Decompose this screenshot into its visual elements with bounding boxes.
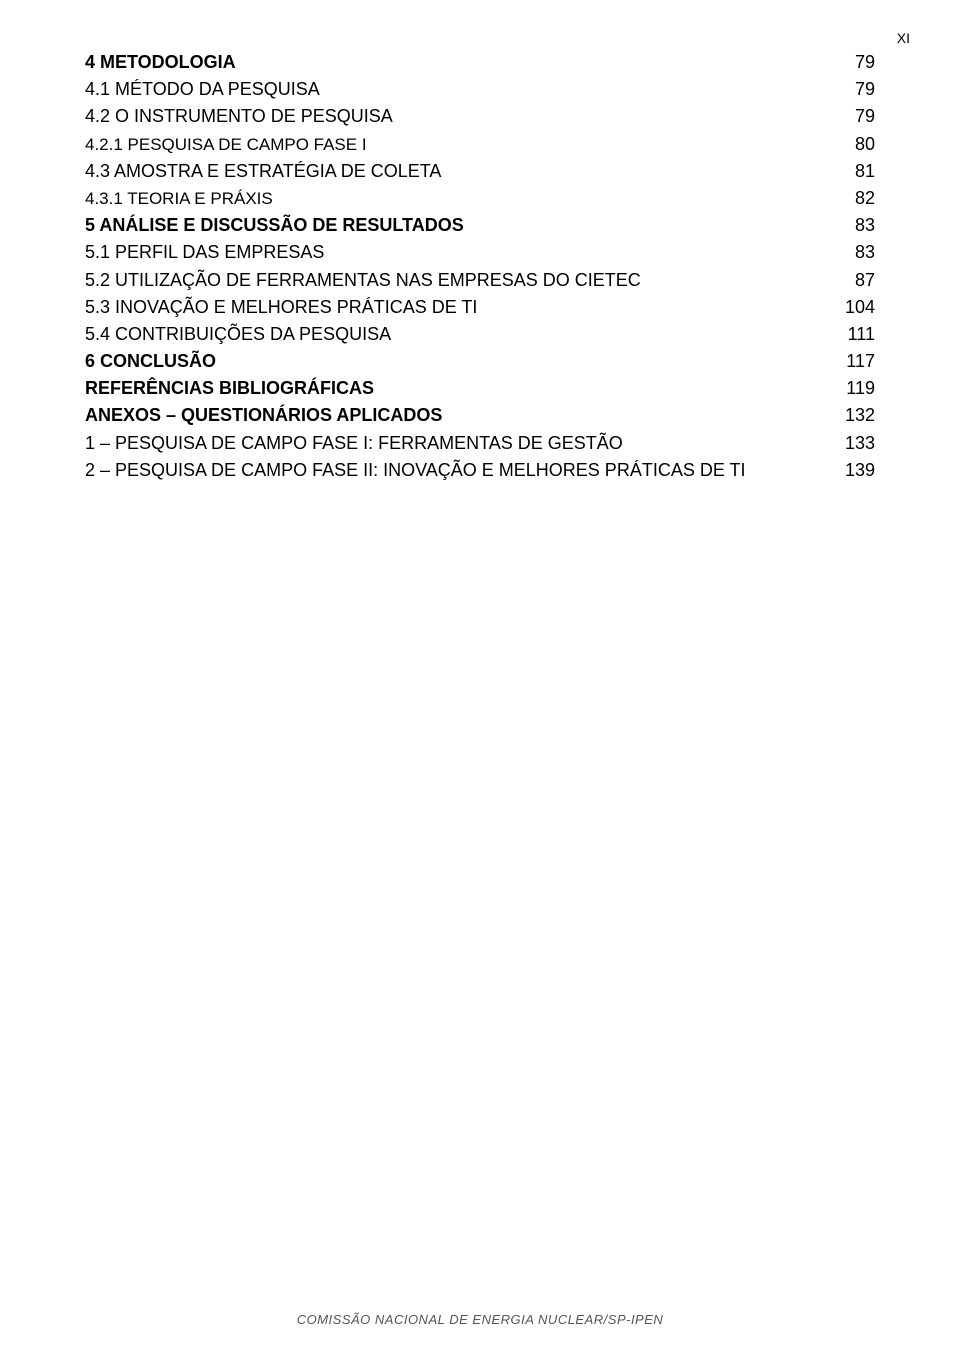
page-number-top: XI xyxy=(897,30,910,46)
toc-entry: 4.3 AMOSTRA E ESTRATÉGIA DE COLETA 81 xyxy=(85,159,875,184)
toc-page: 82 xyxy=(835,186,875,211)
toc-title: ANEXOS – QUESTIONÁRIOS APLICADOS xyxy=(85,403,835,428)
table-of-contents: 4 METODOLOGIA 79 4.1 MÉTODO DA PESQUISA … xyxy=(85,50,875,483)
toc-entry: 4.3.1 TEORIA E PRÁXIS 82 xyxy=(85,186,875,211)
toc-entry: 2 – PESQUISA DE CAMPO FASE II: INOVAÇÃO … xyxy=(85,458,875,483)
toc-page: 87 xyxy=(835,268,875,293)
toc-page: 139 xyxy=(835,458,875,483)
toc-title: 5.3 INOVAÇÃO E MELHORES PRÁTICAS DE TI xyxy=(85,295,835,320)
toc-title: 5 ANÁLISE E DISCUSSÃO DE RESULTADOS xyxy=(85,213,835,238)
toc-title: 4.3.1 TEORIA E PRÁXIS xyxy=(85,187,835,211)
toc-page: 83 xyxy=(835,240,875,265)
toc-page: 117 xyxy=(835,349,875,374)
toc-entry: 4.2.1 PESQUISA DE CAMPO FASE I 80 xyxy=(85,132,875,157)
toc-entry: 5 ANÁLISE E DISCUSSÃO DE RESULTADOS 83 xyxy=(85,213,875,238)
toc-page: 79 xyxy=(835,77,875,102)
toc-title: 4.2 O INSTRUMENTO DE PESQUISA xyxy=(85,104,835,129)
document-page: XI 4 METODOLOGIA 79 4.1 MÉTODO DA PESQUI… xyxy=(0,0,960,535)
toc-page: 133 xyxy=(835,431,875,456)
toc-title: 6 CONCLUSÃO xyxy=(85,349,835,374)
toc-title: 1 – PESQUISA DE CAMPO FASE I: FERRAMENTA… xyxy=(85,431,835,456)
toc-title: 4.2.1 PESQUISA DE CAMPO FASE I xyxy=(85,133,835,157)
toc-title: 4 METODOLOGIA xyxy=(85,50,835,75)
toc-page: 81 xyxy=(835,159,875,184)
footer-stamp: COMISSÃO NACIONAL DE ENERGIA NUCLEAR/SP-… xyxy=(297,1312,664,1327)
toc-entry: 4.1 MÉTODO DA PESQUISA 79 xyxy=(85,77,875,102)
toc-title: 5.2 UTILIZAÇÃO DE FERRAMENTAS NAS EMPRES… xyxy=(85,268,835,293)
toc-entry: 5.3 INOVAÇÃO E MELHORES PRÁTICAS DE TI 1… xyxy=(85,295,875,320)
toc-page: 132 xyxy=(835,403,875,428)
toc-title: 5.1 PERFIL DAS EMPRESAS xyxy=(85,240,835,265)
toc-title: 5.4 CONTRIBUIÇÕES DA PESQUISA xyxy=(85,322,835,347)
toc-entry: 1 – PESQUISA DE CAMPO FASE I: FERRAMENTA… xyxy=(85,431,875,456)
toc-page: 104 xyxy=(835,295,875,320)
toc-title: 4.1 MÉTODO DA PESQUISA xyxy=(85,77,835,102)
toc-entry: 5.4 CONTRIBUIÇÕES DA PESQUISA 111 xyxy=(85,322,875,347)
toc-entry: 4.2 O INSTRUMENTO DE PESQUISA 79 xyxy=(85,104,875,129)
toc-entry: 5.2 UTILIZAÇÃO DE FERRAMENTAS NAS EMPRES… xyxy=(85,268,875,293)
toc-page: 83 xyxy=(835,213,875,238)
toc-entry: 4 METODOLOGIA 79 xyxy=(85,50,875,75)
toc-page: 79 xyxy=(835,104,875,129)
toc-page: 119 xyxy=(835,376,875,401)
toc-entry: 5.1 PERFIL DAS EMPRESAS 83 xyxy=(85,240,875,265)
toc-title: REFERÊNCIAS BIBLIOGRÁFICAS xyxy=(85,376,835,401)
toc-page: 111 xyxy=(835,322,875,347)
toc-title: 2 – PESQUISA DE CAMPO FASE II: INOVAÇÃO … xyxy=(85,458,835,483)
toc-page: 79 xyxy=(835,50,875,75)
toc-entry: REFERÊNCIAS BIBLIOGRÁFICAS 119 xyxy=(85,376,875,401)
toc-title: 4.3 AMOSTRA E ESTRATÉGIA DE COLETA xyxy=(85,159,835,184)
toc-entry: 6 CONCLUSÃO 117 xyxy=(85,349,875,374)
toc-page: 80 xyxy=(835,132,875,157)
toc-entry: ANEXOS – QUESTIONÁRIOS APLICADOS 132 xyxy=(85,403,875,428)
